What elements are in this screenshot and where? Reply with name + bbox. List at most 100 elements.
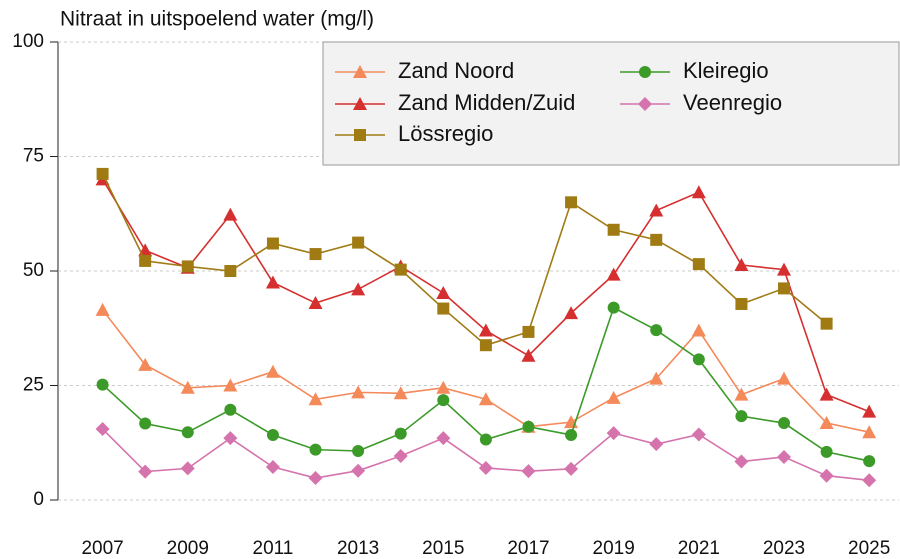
marker bbox=[607, 223, 620, 236]
marker bbox=[95, 422, 110, 437]
marker bbox=[265, 364, 280, 378]
chart-title: Nitraat in uitspoelend water (mg/l) bbox=[60, 8, 374, 31]
marker bbox=[181, 426, 194, 439]
marker bbox=[478, 323, 493, 337]
marker bbox=[479, 433, 492, 446]
marker bbox=[394, 263, 407, 276]
marker bbox=[223, 431, 238, 446]
marker bbox=[691, 427, 706, 442]
marker bbox=[138, 464, 153, 479]
marker bbox=[479, 339, 492, 352]
marker bbox=[308, 471, 323, 486]
marker bbox=[309, 248, 322, 261]
marker bbox=[649, 437, 664, 452]
marker bbox=[352, 236, 365, 249]
marker bbox=[777, 262, 792, 276]
marker bbox=[351, 463, 366, 478]
marker bbox=[649, 371, 664, 385]
y-tick-label: 75 bbox=[23, 146, 44, 167]
marker bbox=[266, 237, 279, 250]
marker bbox=[139, 417, 152, 430]
marker bbox=[96, 378, 109, 391]
marker bbox=[266, 428, 279, 441]
legend-box bbox=[322, 41, 900, 166]
x-tick-label: 2021 bbox=[678, 538, 720, 559]
marker bbox=[638, 97, 652, 111]
marker bbox=[393, 449, 408, 464]
marker bbox=[778, 282, 791, 295]
marker bbox=[308, 392, 323, 406]
marker bbox=[778, 417, 791, 430]
marker bbox=[180, 461, 195, 476]
marker bbox=[351, 385, 366, 399]
marker bbox=[607, 301, 620, 314]
x-tick-label: 2013 bbox=[337, 538, 379, 559]
marker bbox=[819, 468, 834, 483]
marker bbox=[735, 410, 748, 423]
marker bbox=[735, 297, 748, 310]
marker bbox=[351, 282, 366, 296]
marker bbox=[223, 207, 238, 221]
legend-label: Zand Midden/Zuid bbox=[398, 90, 575, 115]
marker bbox=[96, 167, 109, 180]
marker bbox=[139, 254, 152, 267]
marker bbox=[649, 203, 664, 217]
marker bbox=[819, 416, 834, 430]
marker bbox=[565, 428, 578, 441]
marker bbox=[308, 296, 323, 310]
marker bbox=[565, 196, 578, 209]
marker bbox=[564, 306, 579, 320]
marker bbox=[352, 444, 365, 457]
marker bbox=[353, 97, 367, 110]
marker bbox=[820, 317, 833, 330]
marker bbox=[309, 443, 322, 456]
marker bbox=[692, 258, 705, 271]
legend-label: Lössregio bbox=[398, 121, 493, 146]
x-tick-label: 2017 bbox=[507, 538, 549, 559]
x-tick-label: 2019 bbox=[593, 538, 635, 559]
x-tick-label: 2025 bbox=[848, 538, 890, 559]
marker bbox=[223, 378, 238, 392]
legend-label: Zand Noord bbox=[398, 58, 514, 83]
marker bbox=[265, 275, 280, 289]
y-tick-label: 25 bbox=[23, 375, 44, 396]
marker bbox=[777, 449, 792, 464]
marker bbox=[181, 260, 194, 273]
marker bbox=[437, 302, 450, 315]
marker bbox=[691, 323, 706, 337]
marker bbox=[862, 473, 877, 488]
y-tick-label: 50 bbox=[23, 260, 44, 281]
marker bbox=[819, 387, 834, 401]
marker bbox=[650, 324, 663, 337]
marker bbox=[862, 404, 877, 418]
marker bbox=[606, 426, 621, 441]
marker bbox=[734, 387, 749, 401]
marker bbox=[692, 353, 705, 366]
x-tick-label: 2009 bbox=[167, 538, 209, 559]
marker bbox=[180, 380, 195, 394]
marker bbox=[564, 461, 579, 476]
marker bbox=[224, 403, 237, 416]
marker bbox=[820, 445, 833, 458]
marker bbox=[224, 265, 237, 277]
marker bbox=[436, 285, 451, 299]
marker bbox=[606, 267, 621, 281]
series-line bbox=[101, 173, 828, 347]
marker bbox=[606, 390, 621, 404]
marker bbox=[777, 371, 792, 385]
series-line bbox=[101, 178, 870, 413]
marker bbox=[522, 420, 535, 433]
marker bbox=[522, 325, 535, 338]
marker bbox=[437, 394, 450, 407]
marker bbox=[478, 392, 493, 406]
marker bbox=[265, 460, 280, 475]
marker bbox=[862, 425, 877, 439]
legend-label: Kleiregio bbox=[683, 58, 769, 83]
marker bbox=[478, 460, 493, 475]
marker bbox=[639, 66, 651, 78]
marker bbox=[734, 454, 749, 469]
marker bbox=[138, 357, 153, 371]
x-tick-label: 2023 bbox=[763, 538, 805, 559]
y-tick-label: 0 bbox=[33, 489, 44, 510]
